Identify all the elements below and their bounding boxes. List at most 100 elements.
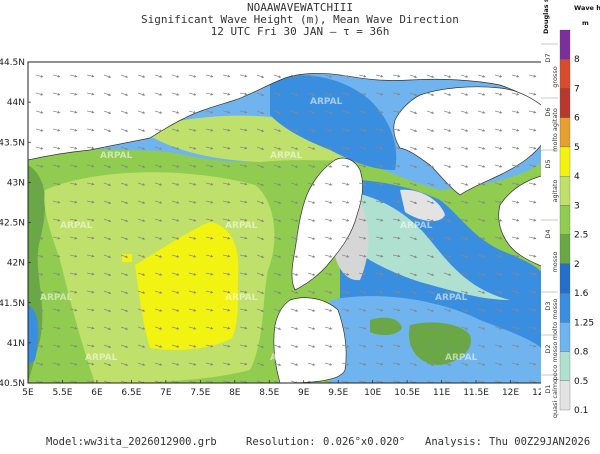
direction-arrow: [409, 236, 418, 240]
direction-arrow: [324, 308, 333, 312]
direction-arrow: [511, 272, 520, 276]
direction-arrow: [154, 74, 163, 78]
direction-arrow: [239, 254, 248, 258]
direction-arrow: [375, 218, 384, 222]
direction-arrow: [137, 146, 146, 150]
direction-arrow: [511, 290, 520, 294]
direction-arrow: [154, 164, 163, 168]
direction-arrow: [409, 182, 418, 186]
direction-arrow: [409, 74, 418, 78]
sea-calm-near-elba: [400, 189, 445, 222]
direction-arrow: [511, 182, 520, 186]
direction-arrow: [409, 110, 418, 114]
colorbar-tick-label: 1.25: [574, 318, 594, 328]
direction-arrow: [409, 92, 418, 96]
direction-arrow: [120, 200, 129, 204]
direction-arrow: [375, 92, 384, 96]
direction-arrow: [205, 182, 214, 186]
colorbar-tick-label: 0.5: [574, 377, 588, 387]
direction-arrow: [273, 74, 282, 78]
lon-label: 6E: [91, 388, 103, 398]
direction-arrow: [307, 110, 316, 114]
direction-arrow: [52, 290, 61, 294]
direction-arrow: [69, 308, 78, 312]
direction-arrow: [443, 128, 452, 132]
direction-arrow: [273, 110, 282, 114]
direction-arrow: [239, 380, 248, 383]
direction-arrow: [426, 200, 435, 204]
direction-arrow: [290, 308, 299, 312]
direction-arrow: [341, 308, 350, 312]
direction-arrow: [256, 236, 265, 240]
direction-arrow: [324, 254, 333, 258]
direction-arrow: [35, 110, 44, 114]
direction-arrow: [409, 254, 418, 258]
douglas-code: D5: [544, 159, 552, 168]
colorbar-swatch: [559, 292, 571, 323]
direction-arrow: [290, 326, 299, 330]
direction-arrow: [239, 128, 248, 132]
direction-arrow: [120, 146, 129, 150]
direction-arrow: [358, 290, 367, 294]
direction-arrow: [290, 128, 299, 132]
watermark: ARPAL: [400, 221, 433, 231]
colorbar-swatch: [559, 263, 571, 294]
direction-arrow: [52, 236, 61, 240]
map-subtitle: Significant Wave Height (m), Mean Wave D…: [141, 13, 459, 26]
direction-arrow: [290, 200, 299, 204]
direction-arrow: [239, 344, 248, 348]
direction-arrow: [137, 326, 146, 330]
direction-arrow: [256, 164, 265, 168]
direction-arrow: [426, 182, 435, 186]
direction-arrow: [511, 380, 520, 383]
direction-arrow: [137, 236, 146, 240]
direction-arrow: [86, 164, 95, 168]
douglas-code: D6: [544, 107, 552, 116]
direction-arrow: [120, 74, 129, 78]
direction-arrow: [324, 218, 333, 222]
direction-arrow: [307, 272, 316, 276]
direction-arrow: [222, 326, 231, 330]
direction-arrow: [392, 290, 401, 294]
direction-arrow: [307, 146, 316, 150]
direction-arrow: [426, 254, 435, 258]
direction-arrow: [324, 110, 333, 114]
direction-arrow: [375, 380, 384, 383]
direction-arrow: [324, 344, 333, 348]
douglas-name: agitato: [551, 179, 559, 202]
direction-arrow: [171, 200, 180, 204]
direction-arrow: [341, 110, 350, 114]
direction-arrow: [103, 164, 112, 168]
direction-arrow: [86, 380, 95, 383]
direction-arrow: [426, 326, 435, 330]
direction-arrow: [137, 362, 146, 366]
direction-arrow: [375, 272, 384, 276]
direction-arrow: [52, 218, 61, 222]
direction-arrow: [290, 182, 299, 186]
direction-arrow: [460, 290, 469, 294]
direction-arrow: [324, 146, 333, 150]
colorbar-swatch: [559, 176, 571, 206]
direction-arrow: [120, 236, 129, 240]
direction-arrow: [477, 254, 486, 258]
wave-direction-arrows: [35, 74, 537, 383]
direction-arrow: [409, 218, 418, 222]
direction-arrow: [477, 110, 486, 114]
douglas-code: D4: [544, 229, 552, 238]
direction-arrow: [120, 110, 129, 114]
direction-arrow: [426, 218, 435, 222]
direction-arrow: [137, 128, 146, 132]
direction-arrow: [120, 182, 129, 186]
colorbar-tick-label: 8: [574, 55, 580, 65]
direction-arrow: [324, 362, 333, 366]
direction-arrow: [188, 326, 197, 330]
direction-arrow: [137, 110, 146, 114]
direction-arrow: [477, 74, 486, 78]
direction-arrow: [222, 272, 231, 276]
direction-arrow: [460, 74, 469, 78]
watermark: ARPAL: [270, 353, 303, 363]
colorbar-tick-label: 2: [574, 260, 580, 270]
direction-arrow: [239, 164, 248, 168]
footer: Model: ww3ita_2026012900.grb Resolution:…: [0, 436, 600, 450]
direction-arrow: [222, 218, 231, 222]
